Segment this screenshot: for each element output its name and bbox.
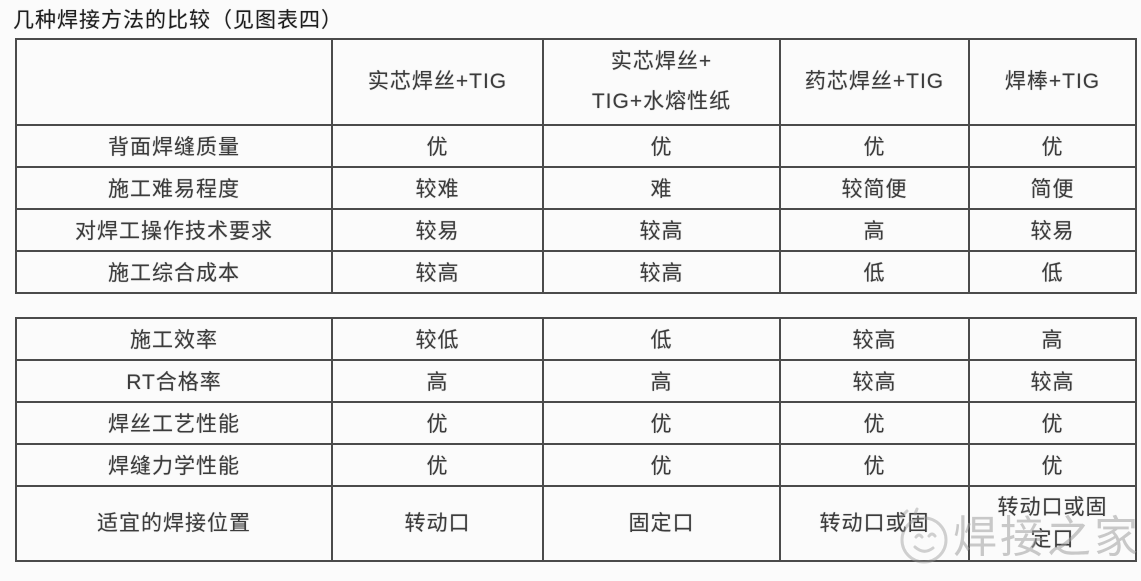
- table-cell: 优: [779, 124, 970, 168]
- table-cell: 较高: [331, 250, 544, 294]
- table-cell: 优: [542, 443, 781, 487]
- row-label: 焊缝力学性能: [15, 443, 333, 487]
- table-cell: 优: [542, 124, 781, 168]
- table-row: 对焊工操作技术要求 较易 较高 高 较易: [15, 208, 1137, 252]
- table-row: 适宜的焊接位置 转动口 固定口 转动口或固 转动口或固 定口: [15, 485, 1137, 562]
- row-label: 适宜的焊接位置: [15, 485, 333, 562]
- row-label: RT合格率: [15, 359, 333, 403]
- table-cell: 高: [779, 208, 970, 252]
- table-cell: 优: [968, 443, 1137, 487]
- table-cell: 转动口: [331, 485, 544, 562]
- column-header-solid-wire-tig: 实芯焊丝+TIG: [331, 38, 544, 126]
- table-cell: 较易: [331, 208, 544, 252]
- table-cell: 较高: [779, 359, 970, 403]
- table-row: 焊缝力学性能 优 优 优 优: [15, 443, 1137, 487]
- page-title: 几种焊接方法的比较（见图表四）: [13, 9, 343, 32]
- table-cell: 优: [968, 124, 1137, 168]
- table-cell: 低: [779, 250, 970, 294]
- table-cell: 优: [331, 443, 544, 487]
- table-cell: 优: [331, 401, 544, 445]
- table-cell: 固定口: [542, 485, 781, 562]
- comparison-table-top: 实芯焊丝+TIG 实芯焊丝+ TIG+水熔性纸 药芯焊丝+TIG 焊棒+TIG …: [15, 38, 1137, 294]
- table-row: 焊丝工艺性能 优 优 优 优: [15, 401, 1137, 445]
- table-cell: 较高: [968, 359, 1137, 403]
- table-cell: 较高: [542, 208, 781, 252]
- table-cell: 转动口或固 定口: [968, 485, 1137, 562]
- table-cell: 难: [542, 166, 781, 210]
- column-header-flux-wire-tig: 药芯焊丝+TIG: [779, 38, 970, 126]
- row-label: 施工综合成本: [15, 250, 333, 294]
- row-label: 焊丝工艺性能: [15, 401, 333, 445]
- table-cell: 优: [968, 401, 1137, 445]
- table-cell: 较简便: [779, 166, 970, 210]
- table-cell: 低: [968, 250, 1137, 294]
- column-header-blank: [15, 38, 333, 126]
- table-cell: 优: [779, 443, 970, 487]
- table-cell: 较低: [331, 317, 544, 361]
- table-cell: 较难: [331, 166, 544, 210]
- row-label: 施工难易程度: [15, 166, 333, 210]
- table-cell: 较易: [968, 208, 1137, 252]
- table-cell: 优: [779, 401, 970, 445]
- table-row: 施工难易程度 较难 难 较简便 简便: [15, 166, 1137, 210]
- table-cell: 转动口或固: [779, 485, 970, 562]
- table-cell: 较高: [779, 317, 970, 361]
- table-cell: 优: [542, 401, 781, 445]
- row-label: 背面焊缝质量: [15, 124, 333, 168]
- row-label: 施工效率: [15, 317, 333, 361]
- table-cell: 较高: [542, 250, 781, 294]
- table-header-row: 实芯焊丝+TIG 实芯焊丝+ TIG+水熔性纸 药芯焊丝+TIG 焊棒+TIG: [15, 38, 1137, 126]
- table-cell: 低: [542, 317, 781, 361]
- table-row: RT合格率 高 高 较高 较高: [15, 359, 1137, 403]
- table-row: 施工综合成本 较高 较高 低 低: [15, 250, 1137, 294]
- table-cell: 优: [331, 124, 544, 168]
- table-cell: 高: [968, 317, 1137, 361]
- table-row: 背面焊缝质量 优 优 优 优: [15, 124, 1137, 168]
- column-header-solid-wire-tig-paper: 实芯焊丝+ TIG+水熔性纸: [542, 38, 781, 126]
- table-cell: 高: [331, 359, 544, 403]
- table-cell: 简便: [968, 166, 1137, 210]
- column-header-rod-tig: 焊棒+TIG: [968, 38, 1137, 126]
- table-cell: 高: [542, 359, 781, 403]
- comparison-table-bottom: 施工效率 较低 低 较高 高 RT合格率 高 高 较高 较高 焊丝工艺性能 优 …: [15, 317, 1137, 562]
- table-row: 施工效率 较低 低 较高 高: [15, 317, 1137, 361]
- row-label: 对焊工操作技术要求: [15, 208, 333, 252]
